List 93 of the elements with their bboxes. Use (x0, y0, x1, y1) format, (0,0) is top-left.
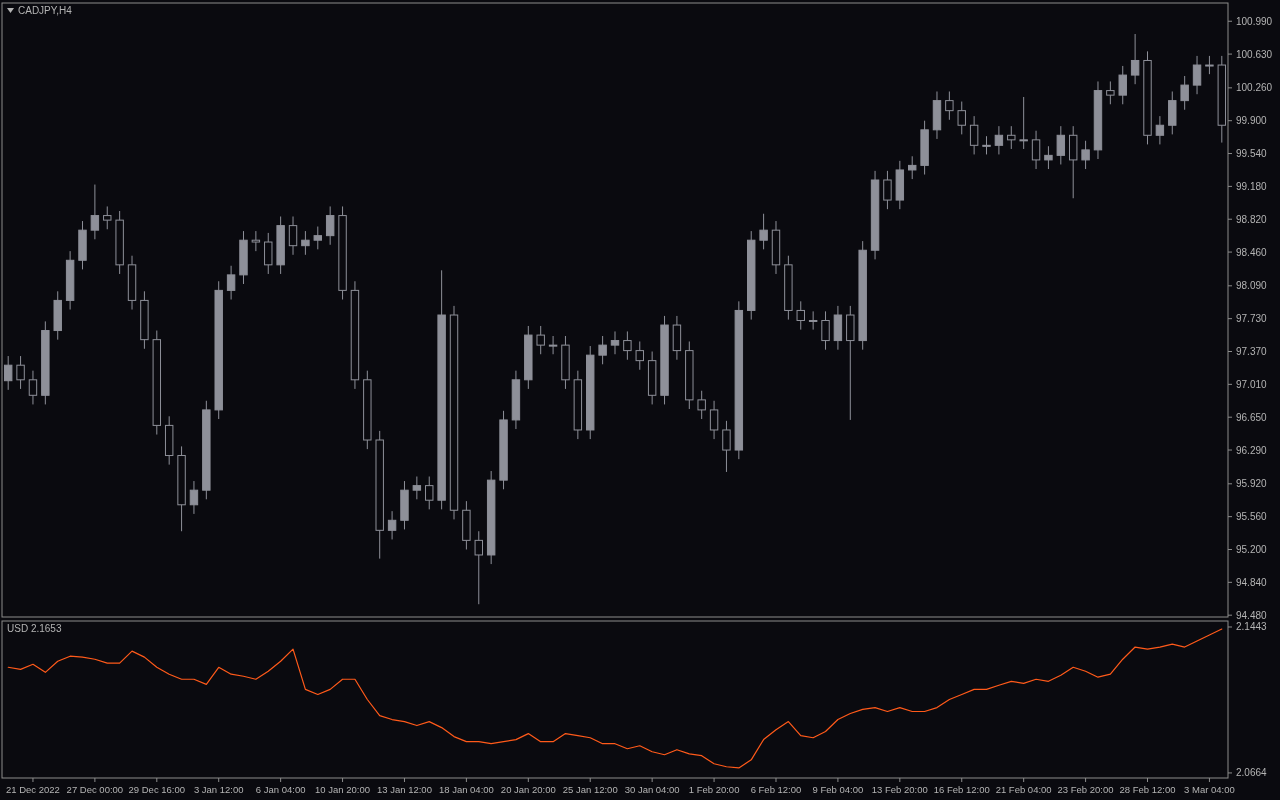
candlestick (536, 325, 545, 355)
candlestick (994, 125, 1004, 155)
y-tick-label: 96.290 (1236, 444, 1268, 456)
y-tick-label: 98.460 (1236, 246, 1268, 258)
candlestick (1192, 55, 1202, 95)
y-tick-label: 99.180 (1236, 180, 1268, 192)
x-tick-label: 21 Feb 04:00 (995, 784, 1052, 795)
y-tick-label: 97.730 (1236, 313, 1268, 325)
candlestick (709, 400, 719, 440)
x-tick-label: 16 Feb 12:00 (933, 784, 990, 795)
candlestick (548, 335, 558, 355)
candlestick (387, 510, 397, 540)
y-tick-label: 95.200 (1236, 543, 1268, 555)
candlestick (412, 476, 422, 500)
x-tick-label: 21 Dec 2022 (6, 784, 60, 795)
y-tick-label: 98.820 (1236, 213, 1268, 225)
candlestick (945, 91, 954, 121)
candlestick (759, 213, 768, 250)
y-tick-label: 95.560 (1236, 511, 1268, 523)
x-tick-label: 10 Jan 20:00 (315, 784, 371, 795)
candlestick (969, 115, 979, 155)
y-tick-label: 96.650 (1236, 411, 1268, 423)
x-tick-label: 28 Feb 12:00 (1119, 784, 1176, 795)
candlestick (957, 101, 966, 135)
candlestick (808, 310, 818, 331)
candlestick (1044, 145, 1053, 170)
chart-title: CADJPY,H4 (18, 5, 73, 16)
candlestick (1180, 75, 1189, 111)
candlestick (1205, 55, 1214, 75)
candlestick (883, 170, 892, 210)
candlestick (1118, 65, 1127, 105)
candlestick (1031, 130, 1041, 170)
candlestick (1130, 33, 1140, 85)
y-tick-label: 94.480 (1236, 609, 1268, 621)
candlestick (1007, 125, 1016, 150)
x-tick-label: 3 Jan 12:00 (193, 784, 244, 795)
x-tick-label: 3 Mar 04:00 (1184, 784, 1235, 795)
candlestick (325, 205, 335, 246)
x-tick-label: 20 Jan 20:00 (500, 784, 556, 795)
x-tick-label: 6 Jan 04:00 (255, 784, 306, 795)
x-tick-label: 18 Jan 04:00 (438, 784, 494, 795)
y-tick-label: 100.630 (1236, 48, 1273, 60)
candlestick (189, 480, 199, 515)
candlestick (288, 215, 298, 256)
candlestick (425, 476, 434, 510)
candlestick (16, 355, 25, 390)
y-tick-label: 97.010 (1236, 378, 1268, 390)
y-tick-label: 2.1443 (1236, 621, 1268, 633)
candlestick (821, 310, 830, 351)
x-tick-label: 13 Jan 12:00 (377, 784, 432, 795)
y-tick-label: 99.540 (1236, 148, 1268, 160)
x-tick-label: 27 Dec 00:00 (66, 784, 124, 795)
candlestick (313, 226, 322, 250)
candlestick (722, 420, 731, 473)
x-tick-label: 1 Feb 20:00 (688, 784, 740, 795)
x-tick-label: 23 Feb 20:00 (1057, 784, 1114, 795)
candlestick (28, 370, 38, 405)
candlestick (1106, 80, 1115, 105)
candlestick (301, 230, 310, 256)
candlestick (1081, 140, 1090, 170)
candlestick (635, 340, 644, 371)
x-tick-label: 13 Feb 20:00 (871, 784, 928, 795)
x-tick-label: 29 Dec 16:00 (128, 784, 186, 795)
candlestick (796, 300, 805, 331)
y-tick-label: 99.900 (1236, 115, 1268, 127)
x-tick-label: 25 Jan 12:00 (562, 784, 618, 795)
candlestick (3, 355, 13, 391)
chart-title: USD 2.1653 (7, 623, 62, 634)
candlestick (1019, 96, 1028, 150)
y-tick-label: 98.090 (1236, 280, 1268, 292)
candlestick (251, 230, 261, 252)
y-tick-label: 94.840 (1236, 576, 1268, 588)
y-tick-label: 95.920 (1236, 478, 1268, 490)
candlestick (103, 205, 112, 230)
candlestick (264, 232, 273, 275)
y-tick-label: 100.260 (1236, 82, 1273, 94)
candlestick (610, 330, 620, 355)
candlestick (1155, 115, 1165, 145)
y-tick-label: 2.0664 (1236, 767, 1268, 779)
candlestick (697, 390, 706, 420)
candlestick (623, 330, 632, 361)
candlestick (90, 184, 100, 240)
x-tick-label: 6 Feb 12:00 (750, 784, 802, 795)
candlestick (908, 155, 917, 180)
x-tick-label: 30 Jan 04:00 (624, 784, 680, 795)
candlestick (226, 265, 236, 301)
y-tick-label: 97.370 (1236, 346, 1268, 358)
candlestick (982, 135, 991, 155)
candlestick (1056, 125, 1066, 165)
y-tick-label: 100.990 (1236, 15, 1273, 27)
x-tick-label: 9 Feb 04:00 (812, 784, 864, 795)
candlestick (474, 530, 483, 605)
candlestick (598, 335, 607, 365)
